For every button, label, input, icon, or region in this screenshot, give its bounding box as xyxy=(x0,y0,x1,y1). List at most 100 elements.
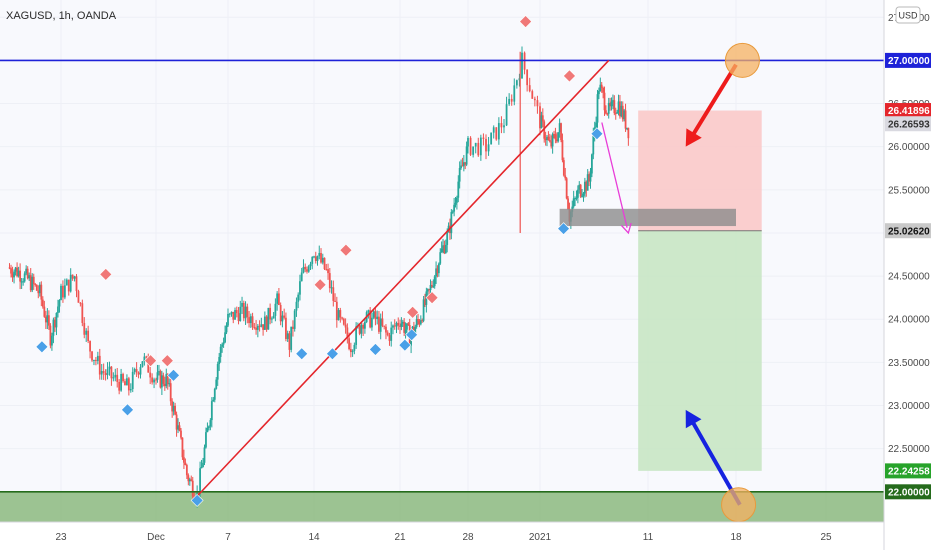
candle-body xyxy=(465,146,468,165)
candle-body xyxy=(248,317,250,324)
candle-body xyxy=(565,178,568,199)
currency-badge[interactable]: USD xyxy=(895,6,921,24)
candle-body xyxy=(207,426,210,428)
candle-body xyxy=(106,369,109,376)
candle-body xyxy=(163,383,166,387)
candle-body xyxy=(599,84,602,92)
candle-body xyxy=(286,333,289,339)
bullish-marker xyxy=(121,403,134,417)
candle-body xyxy=(93,359,95,361)
candle-body xyxy=(344,324,347,328)
candle-body xyxy=(395,322,398,327)
candle-body xyxy=(237,313,240,322)
candle-body xyxy=(610,101,613,107)
candle-body xyxy=(435,268,437,277)
candle-body xyxy=(367,310,370,313)
candle-body xyxy=(325,269,328,271)
candle-body xyxy=(533,98,536,101)
candle-body xyxy=(426,289,429,292)
candle-body xyxy=(510,98,513,102)
candle-body xyxy=(624,110,627,129)
candle-body xyxy=(306,269,308,272)
candle-body xyxy=(339,310,342,318)
candle-body xyxy=(467,137,469,147)
bearish-marker xyxy=(339,243,353,257)
x-tick-label: 28 xyxy=(462,532,474,543)
candle-body xyxy=(49,325,52,346)
bullish-marker xyxy=(590,127,604,141)
candle-body xyxy=(307,266,310,272)
candle-body xyxy=(47,315,50,326)
candle-body xyxy=(174,405,177,415)
candle-body xyxy=(539,106,541,129)
candle-body xyxy=(619,101,621,117)
candle-body xyxy=(276,293,279,304)
candle-body xyxy=(16,267,18,277)
x-tick-label: 14 xyxy=(308,532,320,543)
candle-body xyxy=(415,319,418,327)
candle-body xyxy=(462,162,465,167)
candle-body xyxy=(34,284,37,286)
bearish-marker xyxy=(425,291,439,305)
candle-body xyxy=(369,310,372,328)
candle-body xyxy=(453,204,456,212)
candle-body xyxy=(285,317,287,339)
candle-body xyxy=(346,327,349,339)
candle-body xyxy=(318,252,321,257)
price-label-bg xyxy=(885,116,931,132)
candle-body xyxy=(169,383,172,402)
time-axis[interactable]: 23 Dec 7 14 21 28 2021 11 18 25 xyxy=(0,521,884,543)
candle-body xyxy=(114,374,117,378)
candle-body xyxy=(256,325,259,330)
candle-body xyxy=(596,94,599,123)
candle-body xyxy=(469,137,472,155)
candle-body xyxy=(26,268,29,279)
candle-body xyxy=(358,325,361,334)
candle-body xyxy=(172,405,175,412)
candle-body xyxy=(297,294,300,302)
candle-body xyxy=(200,467,203,469)
candle-body xyxy=(518,78,521,81)
candle-body xyxy=(290,326,293,350)
price-axis[interactable]: 27.5000027.0000026.5000026.0000025.50000… xyxy=(883,0,931,550)
candle-body xyxy=(281,315,284,322)
candle-body xyxy=(96,355,99,362)
candle-body xyxy=(401,321,404,324)
candle-body xyxy=(219,346,222,357)
trendline xyxy=(196,59,610,497)
bullish-marker xyxy=(557,222,570,236)
candle-body xyxy=(582,193,585,196)
candle-body xyxy=(458,168,461,182)
y-tick-label: 24.50000 xyxy=(888,272,930,283)
candle-body xyxy=(500,123,503,128)
candle-body xyxy=(255,327,257,330)
candle-body xyxy=(40,284,43,300)
bearish-marker xyxy=(563,69,576,83)
candle-body xyxy=(372,311,375,318)
candle-body xyxy=(288,333,291,350)
candle-body xyxy=(263,316,266,330)
candle-body xyxy=(508,98,511,105)
candle-body xyxy=(274,303,277,316)
candle-body xyxy=(258,325,261,327)
price-label: 26.26593 xyxy=(888,119,930,130)
candle-body xyxy=(479,137,482,156)
candle-body xyxy=(55,312,58,328)
candle-body xyxy=(526,69,529,86)
candle-body xyxy=(579,184,582,197)
candle-body xyxy=(404,329,407,333)
candle-body xyxy=(390,327,393,341)
candle-body xyxy=(433,276,436,287)
currency-label: USD xyxy=(898,11,918,21)
x-tick-label: 21 xyxy=(394,532,406,543)
candle-body xyxy=(126,378,128,386)
candle-body xyxy=(171,401,174,412)
candle-body xyxy=(153,379,155,383)
candle-body xyxy=(406,323,408,330)
price-label-bg xyxy=(885,103,931,119)
candle-body xyxy=(216,364,219,380)
candle-body xyxy=(137,372,140,375)
candle-body xyxy=(235,310,238,314)
candle-body xyxy=(166,374,169,385)
